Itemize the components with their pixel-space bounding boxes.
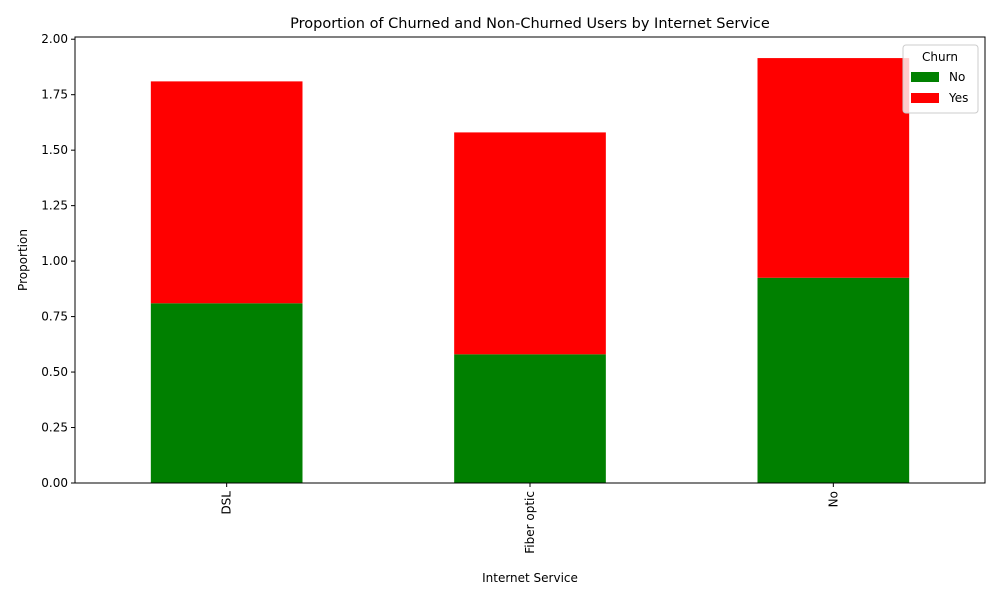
x-tick-label-no: No [826,491,840,507]
y-axis: 0.00 0.25 0.50 0.75 1.00 1.25 1.50 1.75 2.00 [41,32,75,490]
y-tick-label: 1.50 [41,143,68,157]
x-axis: DSL Fiber optic No [220,483,840,554]
x-tick-label-dsl: DSL [220,491,234,515]
y-tick-label: 0.50 [41,365,68,379]
legend-title: Churn [922,50,958,64]
legend-swatch-no [911,72,939,82]
chart-title: Proportion of Churned and Non-Churned Us… [290,16,770,32]
bar-fiber-optic-yes [454,132,606,355]
y-tick-label: 0.25 [41,421,68,435]
legend-label-no: No [949,70,965,84]
legend-label-yes: Yes [948,91,968,105]
bar-dsl-yes [150,81,303,304]
bars-layer [150,58,910,483]
legend-swatch-yes [911,93,939,103]
bar-no-no [757,277,910,483]
bar-no-yes [757,58,910,278]
y-tick-label: 0.75 [41,310,68,324]
bar-fiber-optic-no [454,354,606,483]
legend: Churn No Yes [902,44,979,114]
y-tick-label: 1.75 [41,88,68,102]
y-axis-label: Proportion [16,229,30,291]
plot-area-frame [74,36,986,484]
y-tick-label: 1.00 [41,254,68,268]
y-tick-label: 0.00 [41,476,68,490]
x-tick-label-fiber-optic: Fiber optic [523,491,537,554]
x-axis-label: Internet Service [482,571,578,585]
bar-dsl-no [150,303,303,483]
y-tick-label: 2.00 [41,32,68,46]
y-tick-label: 1.25 [41,199,68,213]
